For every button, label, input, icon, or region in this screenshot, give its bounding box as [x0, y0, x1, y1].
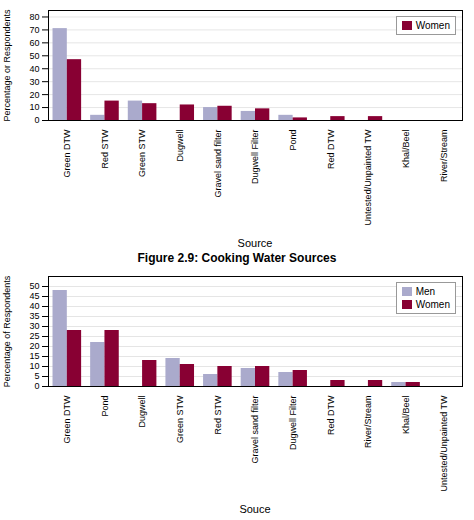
svg-text:Green STW: Green STW [175, 395, 185, 443]
html-text:Women: Women [415, 20, 450, 31]
svg-text:Khal/Beel: Khal/Beel [401, 396, 411, 435]
svg-text:Untested/Unpainted TW: Untested/Unpainted TW [439, 395, 449, 491]
svg-text:Percentage of Respondents: Percentage of Respondents [2, 275, 12, 387]
svg-text:50: 50 [29, 281, 39, 291]
html-text:Figure 2.9: Cooking Water Sour: Figure 2.9: Cooking Water Sources [137, 251, 337, 265]
svg-text:Gravel sand filter: Gravel sand filter [250, 396, 260, 464]
svg-text:20: 20 [29, 89, 39, 99]
svg-text:80: 80 [29, 12, 39, 22]
svg-text:0: 0 [34, 115, 39, 125]
svg-text:45: 45 [29, 291, 39, 301]
svg-text:25: 25 [29, 331, 39, 341]
svg-text:0: 0 [34, 381, 39, 391]
svg-text:70: 70 [29, 25, 39, 35]
svg-text:River/Stream: River/Stream [439, 130, 449, 183]
svg-text:Dugwell: Dugwell [137, 396, 147, 428]
html-text:Souce: Souce [239, 503, 271, 515]
svg-text:Green DTW: Green DTW [62, 129, 72, 178]
svg-text:Red STW: Red STW [213, 395, 223, 435]
svg-text:5: 5 [34, 371, 39, 381]
svg-text:Dugwell Filter: Dugwell Filter [250, 129, 260, 184]
svg-text:60: 60 [29, 38, 39, 48]
svg-text:Red DTW: Red DTW [326, 129, 336, 169]
svg-text:Khal/Beel: Khal/Beel [401, 130, 411, 169]
svg-text:40: 40 [29, 301, 39, 311]
svg-text:30: 30 [29, 77, 39, 87]
svg-text:Percentage or Respondents: Percentage or Respondents [2, 9, 12, 122]
svg-text:Red DTW: Red DTW [326, 395, 336, 435]
svg-text:Red STW: Red STW [100, 129, 110, 169]
svg-text:15: 15 [29, 351, 39, 361]
svg-text:30: 30 [29, 321, 39, 331]
svg-text:40: 40 [29, 64, 39, 74]
svg-text:Dugwell Filter: Dugwell Filter [288, 395, 298, 450]
svg-text:Gravel sand filter: Gravel sand filter [213, 130, 223, 198]
svg-text:20: 20 [29, 341, 39, 351]
html-text:Men: Men [415, 286, 436, 297]
html-text:Women: Women [415, 299, 450, 310]
svg-text:35: 35 [29, 311, 39, 321]
svg-text:Green DTW: Green DTW [62, 395, 72, 444]
svg-text:Green STW: Green STW [137, 129, 147, 177]
html-text:Source: Source [237, 237, 273, 249]
svg-text:Pond: Pond [288, 130, 298, 151]
svg-text:10: 10 [29, 102, 39, 112]
svg-text:Pond: Pond [100, 396, 110, 417]
svg-text:River/Stream: River/Stream [363, 396, 373, 449]
svg-text:50: 50 [29, 51, 39, 61]
svg-text:Dugwell: Dugwell [175, 130, 185, 162]
svg-text:10: 10 [29, 361, 39, 371]
svg-text:Untested/Unpainted TW: Untested/Unpainted TW [363, 129, 373, 225]
